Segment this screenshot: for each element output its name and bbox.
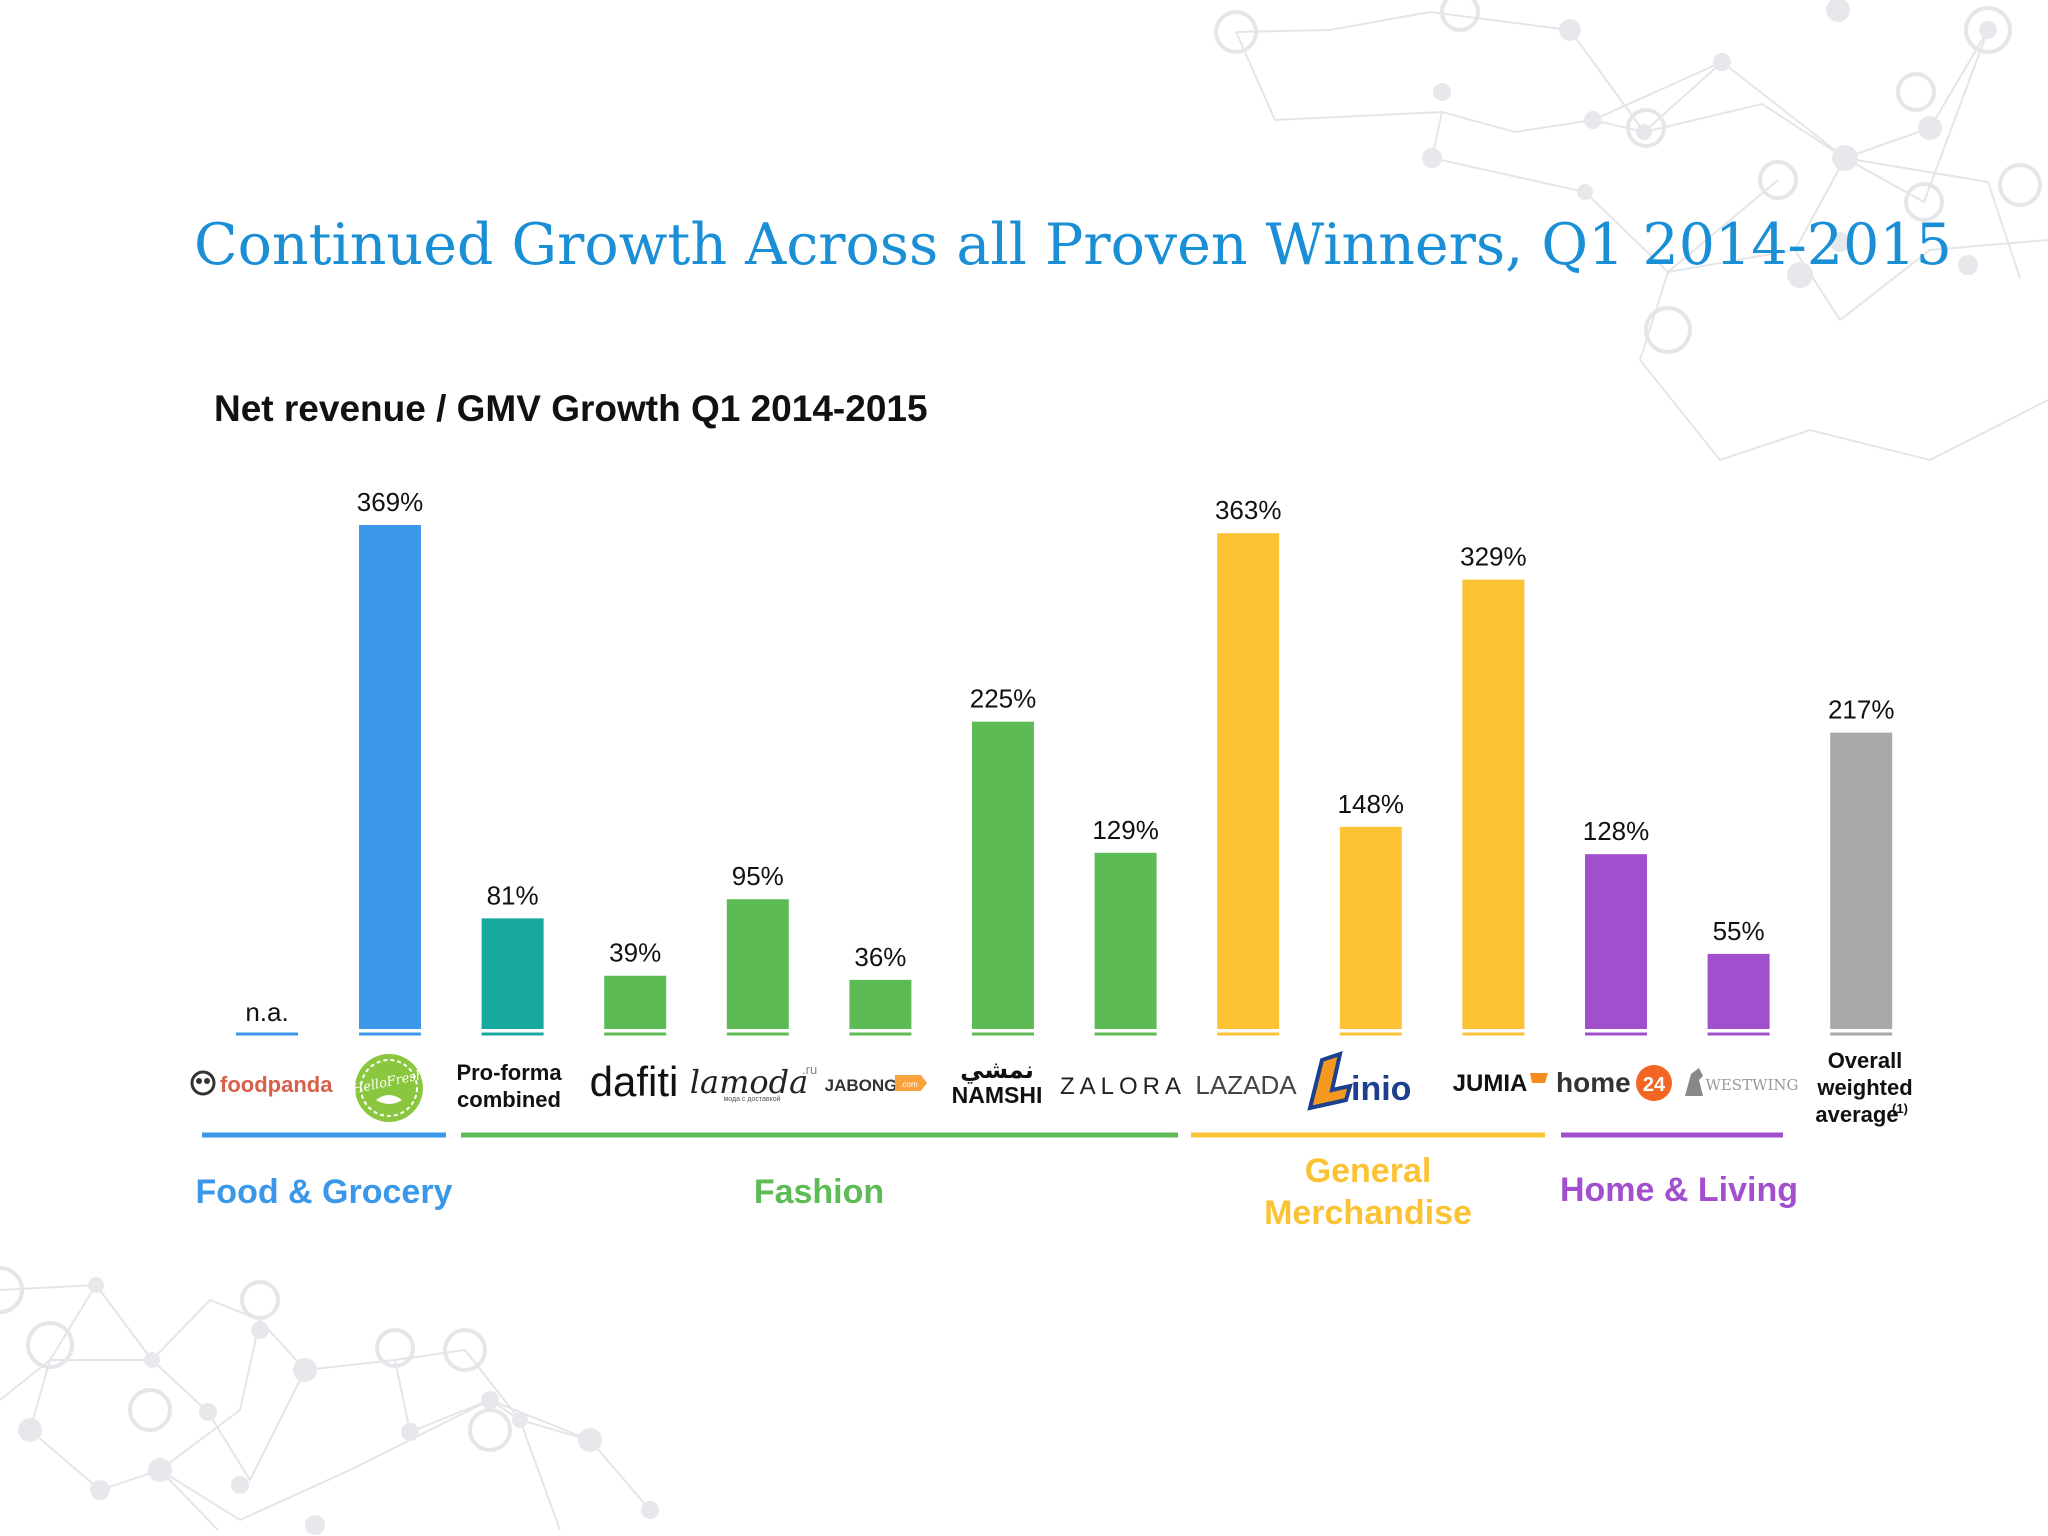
bar-overall-weighted-average <box>1830 732 1893 1029</box>
value-label-lamoda: 95% <box>732 861 784 891</box>
namshi-arabic: نمشي <box>960 1056 1034 1084</box>
group-label-general-line1: General <box>1305 1152 1432 1190</box>
bar-lamoda <box>726 899 789 1029</box>
lazada-logo-text: LAZADA <box>1195 1070 1297 1100</box>
value-label-home24: 128% <box>1583 816 1650 846</box>
value-label-foodpanda: n.a. <box>245 997 288 1027</box>
panda-icon <box>190 1070 216 1096</box>
value-label-namshi: 225% <box>970 684 1037 714</box>
group-label-general-line2: Merchandise <box>1264 1194 1472 1232</box>
westwing-horse-icon <box>1685 1068 1703 1096</box>
zalora-logo-text: ZALORA <box>1060 1073 1186 1100</box>
bar-namshi <box>972 721 1034 1029</box>
overall-footnote-marker: (1) <box>1892 1101 1908 1116</box>
value-label-jumia: 329% <box>1460 542 1527 572</box>
jumia-logo-text: JUMIA <box>1453 1070 1528 1097</box>
bar-label-linio: inio <box>1307 1050 1411 1111</box>
bar-jabong <box>849 979 912 1029</box>
jabong-tag: .com <box>900 1080 918 1089</box>
bar-pro-forma-combined <box>481 918 544 1029</box>
value-label-linio: 148% <box>1338 789 1405 819</box>
bar-lazada <box>1217 533 1280 1029</box>
group-label-food: Food & Grocery <box>196 1173 453 1211</box>
value-label-jabong: 36% <box>854 942 906 972</box>
value-label-overall-weighted-average: 217% <box>1828 695 1895 725</box>
linio-l-icon <box>1307 1050 1353 1111</box>
bar-dafiti <box>604 975 667 1029</box>
proforma-label-line2: combined <box>457 1087 561 1112</box>
linio-logo-text: inio <box>1351 1070 1411 1108</box>
value-labels-layer: n.a. 369% 81% 39% 95% 36% 225% 129% 363% 148% 329%… <box>245 487 1894 1027</box>
home24-logo-number: 24 <box>1643 1074 1666 1096</box>
value-label-lazada: 363% <box>1215 495 1282 525</box>
jabong-arrow-icon <box>895 1075 927 1091</box>
namshi-logo-text: NAMSHI <box>952 1082 1043 1108</box>
bar-westwing <box>1707 953 1770 1029</box>
bar-jumia <box>1462 579 1525 1029</box>
overall-label-line1: Overall <box>1828 1048 1903 1073</box>
home24-badge <box>1636 1065 1672 1101</box>
bar-hellofresh <box>359 525 421 1029</box>
dafiti-logo-text: dafiti <box>590 1058 679 1105</box>
value-label-hellofresh: 369% <box>357 487 424 517</box>
overall-label-average: average <box>1815 1102 1898 1127</box>
overall-label-line3: average <box>1815 1102 1898 1127</box>
jumia-cart-icon <box>1530 1073 1548 1083</box>
proforma-label-line1: Pro-forma <box>456 1060 562 1085</box>
group-label-fashion: Fashion <box>754 1173 884 1211</box>
overall-label-line2: weighted <box>1816 1075 1912 1100</box>
bar-label-foodpanda: foodpanda <box>190 1070 333 1097</box>
chart-title: Net revenue / GMV Growth Q1 2014-2015 <box>214 388 928 429</box>
bar-linio <box>1339 826 1402 1029</box>
slide-title: Continued Growth Across all Proven Winne… <box>194 212 1952 278</box>
value-label-westwing: 55% <box>1713 916 1765 946</box>
lamoda-tld: .ru <box>802 1062 817 1077</box>
group-label-home: Home & Living <box>1560 1171 1798 1209</box>
bar-home24 <box>1585 854 1647 1029</box>
bar-label-hellofresh: HelloFresh <box>350 1054 426 1122</box>
foodpanda-logo-text: foodpanda <box>220 1072 333 1097</box>
bar-zalora <box>1094 852 1157 1029</box>
home24-logo-word: home <box>1556 1067 1631 1098</box>
value-label-dafiti: 39% <box>609 938 661 968</box>
value-label-zalora: 129% <box>1092 815 1159 845</box>
bars-layer <box>359 525 1893 1029</box>
westwing-logo-text: WESTWING <box>1705 1076 1798 1094</box>
lamoda-logo-text: lamoda <box>690 1063 808 1101</box>
bar-labels: foodpanda HelloFresh Pro-forma combined … <box>190 1048 1913 1127</box>
value-label-pro-forma-combined: 81% <box>487 880 539 910</box>
category-groups: Food & Grocery Fashion General Merchandi… <box>196 1132 1798 1232</box>
lamoda-subtitle: мода с доставкой <box>723 1095 780 1103</box>
hellofresh-badge <box>355 1054 423 1122</box>
jabong-logo-text: JABONG <box>825 1076 898 1095</box>
